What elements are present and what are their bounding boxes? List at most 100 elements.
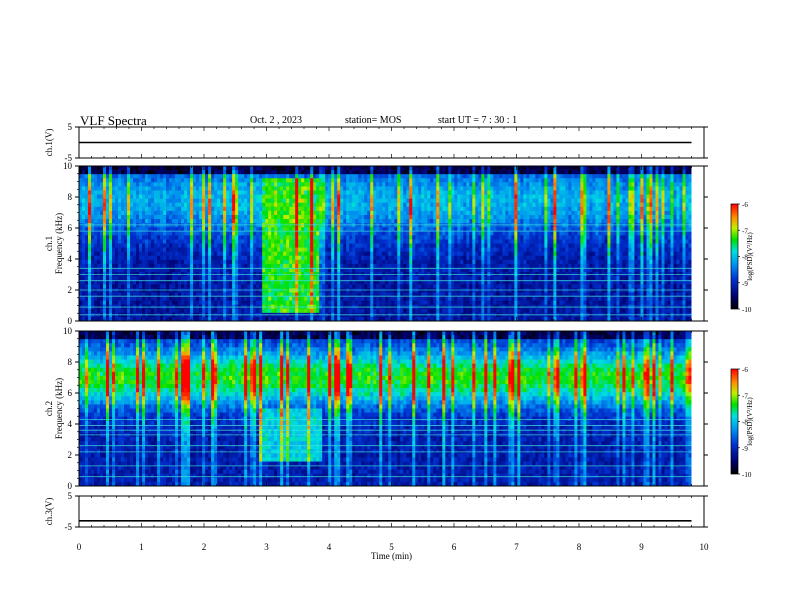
spectrogram-cell	[370, 219, 374, 224]
spectrogram-cell	[175, 235, 179, 240]
spectrogram-cell	[382, 300, 386, 306]
spectrogram-cell	[208, 219, 212, 224]
spectrogram-cell	[400, 231, 404, 236]
spectrogram-cell	[217, 247, 221, 253]
spectrogram-cell	[409, 231, 413, 236]
spectrogram-cell	[217, 316, 221, 322]
spectrogram-cell	[124, 292, 128, 297]
spectrogram-cell	[133, 202, 137, 208]
spectrogram-cell	[460, 300, 464, 306]
spectrogram-cell	[199, 202, 203, 208]
spectrogram-cell	[223, 174, 227, 179]
spectrogram-cell	[307, 276, 311, 281]
spectrogram-cell	[142, 202, 146, 208]
spectrogram-cell	[262, 255, 266, 261]
spectrogram-cell	[157, 292, 161, 297]
spectrogram-cell	[184, 255, 188, 261]
spectrogram-cell	[295, 288, 299, 293]
spectrogram-cell	[313, 178, 317, 183]
spectrogram-cell	[421, 247, 425, 253]
spectrogram-cell	[409, 182, 413, 187]
spectrogram-cell	[97, 170, 101, 175]
spectrogram-cell	[355, 316, 359, 322]
spectrogram-cell	[304, 255, 308, 261]
spectrogram-cell	[409, 198, 413, 204]
spectrogram-cell	[295, 292, 299, 297]
spectrogram-cell	[283, 259, 287, 265]
spectrogram-cell	[361, 186, 365, 191]
spectrogram-cell	[286, 300, 290, 306]
spectrogram-cell	[154, 243, 158, 248]
spectrogram-cell	[457, 308, 461, 314]
spectrogram-cell	[199, 259, 203, 265]
spectrogram-cell	[157, 239, 161, 244]
spectrogram-cell	[391, 223, 395, 228]
spectrogram-cell	[337, 227, 341, 232]
spectrogram-cell	[421, 263, 425, 269]
spectrogram-cell	[97, 235, 101, 240]
spectrogram-cell	[301, 166, 305, 171]
spectrogram-cell	[268, 288, 272, 293]
spectrogram-cell	[130, 280, 134, 285]
spectrogram-cell	[187, 292, 191, 297]
spectrogram-cell	[319, 255, 323, 261]
spectrogram-cell	[106, 227, 110, 232]
spectrogram-cell	[316, 166, 320, 171]
spectrogram-cell	[343, 243, 347, 248]
spectrogram-cell	[208, 174, 212, 179]
spectrogram-cell	[130, 202, 134, 208]
spectrogram-cell	[319, 219, 323, 224]
spectrogram-cell	[289, 219, 293, 224]
spectrogram-cell	[349, 292, 353, 297]
spectrogram-cell	[409, 288, 413, 293]
spectrogram-cell	[460, 214, 464, 220]
spectrogram-cell	[439, 308, 443, 314]
spectrogram-cell	[310, 251, 314, 257]
spectrogram-cell	[385, 239, 389, 244]
spectrogram-cell	[337, 210, 341, 216]
spectrogram-cell	[322, 227, 326, 232]
spectrogram-cell	[424, 186, 428, 191]
spectrogram-cell	[373, 227, 377, 232]
spectrogram-cell	[118, 182, 122, 187]
spectrogram-cell	[382, 263, 386, 269]
spectrogram-cell	[451, 239, 455, 244]
spectrogram-cell	[106, 300, 110, 306]
spectrogram-cell	[319, 206, 323, 212]
spectrogram-cell	[139, 284, 143, 289]
spectrogram-cell	[139, 300, 143, 306]
spectrogram-cell	[124, 186, 128, 191]
spectrogram-cell	[133, 231, 137, 236]
spectrogram-cell	[310, 308, 314, 314]
spectrogram-cell	[250, 308, 254, 314]
spectrogram-cell	[94, 288, 98, 293]
spectrogram-cell	[406, 243, 410, 248]
spectrogram-cell	[109, 186, 113, 191]
spectrogram-cell	[235, 263, 239, 269]
spectrogram-cell	[439, 316, 443, 322]
spectrogram-cell	[232, 243, 236, 248]
spectrogram-cell	[235, 239, 239, 244]
spectrogram-cell	[457, 166, 461, 171]
spectrogram-cell	[361, 243, 365, 248]
spectrogram-cell	[106, 239, 110, 244]
spectrogram-cell	[385, 284, 389, 289]
spectrogram-cell	[379, 292, 383, 297]
spectrogram-cell	[412, 190, 416, 195]
spectrogram-cell	[385, 210, 389, 216]
spectrogram-cell	[307, 263, 311, 269]
spectrogram-cell	[214, 263, 218, 269]
spectrogram-cell	[442, 280, 446, 285]
spectrogram-cell	[184, 190, 188, 195]
spectrogram-cell	[205, 267, 209, 273]
spectrogram-cell	[100, 219, 104, 224]
spectrogram-cell	[463, 308, 467, 314]
spectrogram-cell	[256, 255, 260, 261]
spectrogram-cell	[316, 239, 320, 244]
spectrogram-cell	[400, 166, 404, 171]
spectrogram-cell	[172, 174, 176, 179]
spectrogram-cell	[340, 231, 344, 236]
spectrogram-cell	[175, 276, 179, 281]
spectrogram-cell	[394, 227, 398, 232]
spectrogram-cell	[82, 210, 86, 216]
